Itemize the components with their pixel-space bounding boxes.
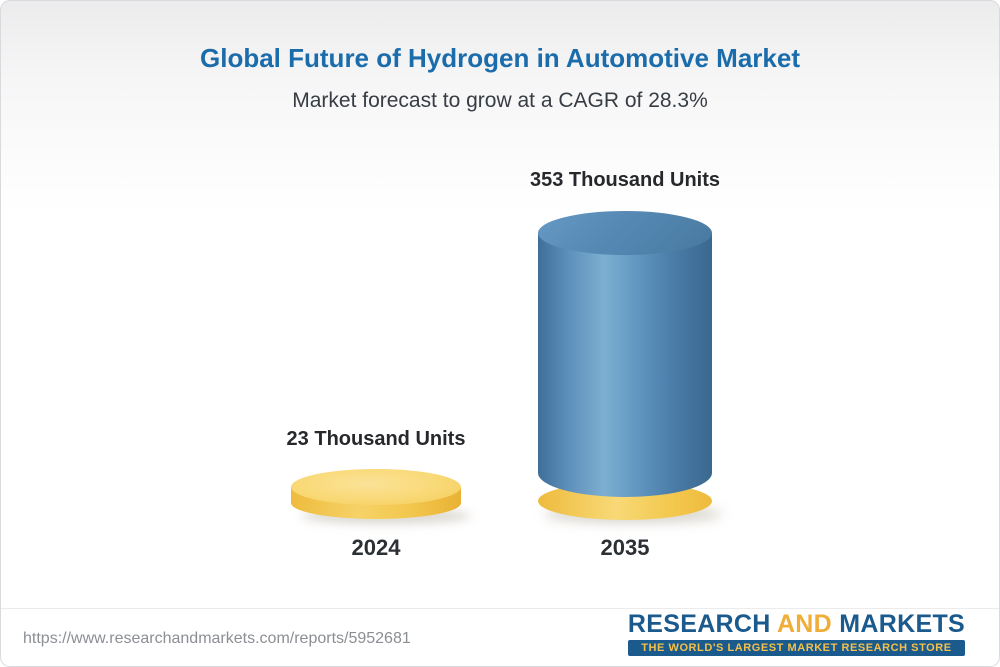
bar-top-cap-2024	[291, 469, 461, 505]
bar-top-cap-2035	[538, 211, 712, 255]
bar-cylinder-2035	[538, 211, 722, 523]
page-subtitle: Market forecast to grow at a CAGR of 28.…	[292, 89, 708, 112]
bar-body-2035	[538, 233, 712, 497]
value-label-2024: 23 Thousand Units	[286, 428, 466, 450]
page-title: Global Future of Hydrogen in Automotive …	[200, 43, 800, 73]
category-label-2024: 2024	[351, 535, 401, 560]
logo-word-research: RESEARCH	[627, 609, 771, 638]
logo-word-markets: MARKETS	[839, 609, 965, 638]
bar-cylinder-2024	[291, 469, 471, 524]
report-url-link[interactable]: https://www.researchandmarkets.com/repor…	[23, 630, 411, 647]
logo-word-and: AND	[776, 609, 833, 638]
brand-logo: RESEARCH AND MARKETS THE WORLD'S LARGEST…	[627, 611, 965, 656]
footer: https://www.researchandmarkets.com/repor…	[1, 608, 999, 666]
category-label-2035: 2035	[600, 535, 650, 560]
brand-tagline: THE WORLD'S LARGEST MARKET RESEARCH STOR…	[627, 640, 965, 656]
value-label-2035: 353 Thousand Units	[529, 169, 721, 191]
brand-logo-wordmark: RESEARCH AND MARKETS	[628, 611, 965, 637]
